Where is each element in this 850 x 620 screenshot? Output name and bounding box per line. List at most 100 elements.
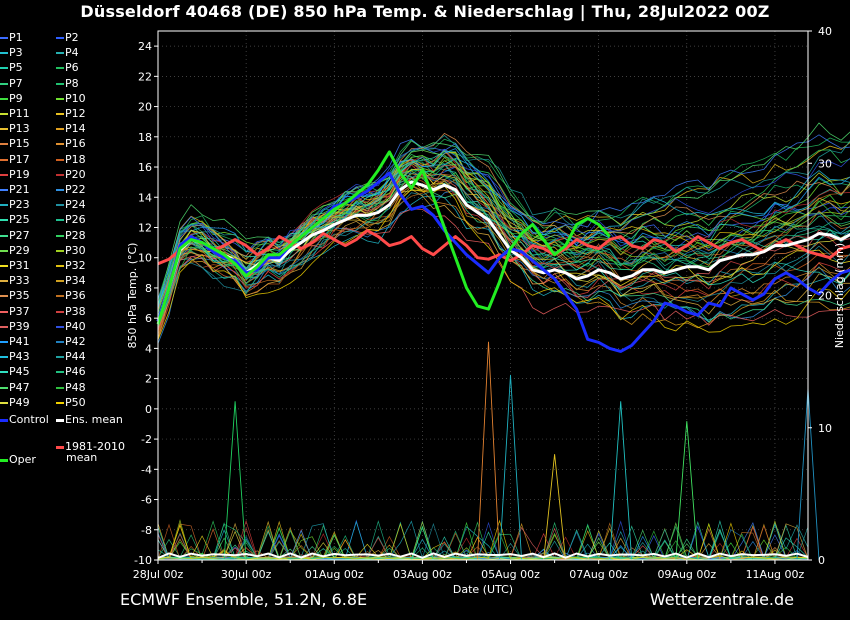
y2-axis-label: Niederschlag (mm) <box>833 243 846 348</box>
series-line-oper <box>156 150 611 325</box>
y2-tick-label: 0 <box>818 554 825 567</box>
legend-swatch <box>56 158 64 161</box>
legend-swatch <box>56 265 64 267</box>
source-credit: Wetterzentrale.de <box>649 590 794 609</box>
legend-swatch <box>56 173 64 176</box>
x-axis-label: Date (UTC) <box>453 583 513 596</box>
member-line-P45 <box>157 173 850 320</box>
legend-swatch <box>0 295 8 298</box>
legend-label: P25 <box>9 213 30 227</box>
legend-item-P27: P27 <box>0 229 30 243</box>
member-line-P44 <box>157 134 850 301</box>
legend-item-P37: P37 <box>0 305 30 319</box>
legend-label: P20 <box>65 167 86 181</box>
legend-swatch <box>56 128 64 131</box>
y-tick-label: 20 <box>138 101 152 114</box>
legend-item-P41: P41 <box>0 335 30 349</box>
legend-swatch <box>56 52 64 55</box>
x-tick-label: 09Aug 00z <box>657 568 716 581</box>
legend-item-P38: P38 <box>56 305 86 319</box>
legend-swatch <box>56 371 64 374</box>
series-line-control <box>156 171 850 353</box>
legend-swatch <box>56 310 64 313</box>
legend-item-P21: P21 <box>0 183 30 197</box>
legend-label: P41 <box>9 335 30 348</box>
legend-label: P2 <box>65 31 79 44</box>
legend-item-P17: P17 <box>0 153 30 167</box>
precipitation-lines <box>157 341 820 561</box>
legend-label: Oper <box>9 453 36 466</box>
legend-swatch <box>0 418 8 422</box>
legend-label: P5 <box>9 61 23 75</box>
legend-item-P11: P11 <box>0 107 30 121</box>
legend-label: P35 <box>9 289 30 303</box>
legend-item-control: Control <box>0 413 49 427</box>
member-line-P33 <box>157 188 850 339</box>
legend-item-P31: P31 <box>0 259 30 273</box>
y-tick-label: 0 <box>145 403 152 416</box>
chart-title: Düsseldorf 40468 (DE) 850 hPa Temp. & Ni… <box>80 2 770 21</box>
legend-swatch <box>0 82 8 85</box>
legend-label: P3 <box>9 46 23 60</box>
legend-item-P34: P34 <box>56 274 86 288</box>
legend-swatch <box>0 37 8 39</box>
legend-item-P4: P4 <box>56 46 79 60</box>
legend-label: P45 <box>9 365 30 379</box>
legend-swatch <box>0 401 8 404</box>
y-tick-label: -4 <box>141 463 152 476</box>
legend-item-P19: P19 <box>0 168 30 182</box>
y2-tick-label: 10 <box>818 422 832 435</box>
legend-item-P15: P15 <box>0 137 30 151</box>
y-tick-label: 6 <box>145 312 152 325</box>
legend-label: P31 <box>9 259 30 272</box>
legend-item-P39: P39 <box>0 320 30 334</box>
member-line-P22 <box>157 189 850 344</box>
legend-swatch <box>56 67 64 70</box>
legend-label: P32 <box>65 259 86 272</box>
legend-item-P22: P22 <box>56 183 86 197</box>
legend-item-P46: P46 <box>56 365 86 379</box>
legend-item-P3: P3 <box>0 46 23 60</box>
legend-label: P37 <box>9 304 30 318</box>
legend-swatch <box>56 418 64 422</box>
legend-item-P26: P26 <box>56 213 86 227</box>
legend-label: P11 <box>9 107 30 120</box>
legend-swatch <box>0 356 8 359</box>
legend-swatch <box>56 341 64 343</box>
legend-swatch <box>56 295 64 298</box>
legend-item-P2: P2 <box>56 31 79 45</box>
y-tick-label: 14 <box>138 191 152 204</box>
legend-item-P25: P25 <box>0 213 30 227</box>
legend-item-P30: P30 <box>56 244 86 258</box>
legend-swatch <box>56 219 64 222</box>
precip-spike <box>499 374 523 561</box>
legend-label: P40 <box>65 319 86 333</box>
legend-item-P47: P47 <box>0 381 30 395</box>
legend-item-P6: P6 <box>56 61 79 75</box>
legend-label: P33 <box>9 274 30 288</box>
legend-item-P48: P48 <box>56 381 86 395</box>
legend-label: P36 <box>65 289 86 303</box>
legend-label-climatology-line2: mean <box>66 451 98 464</box>
ensemble-members <box>157 122 850 344</box>
y-tick-label: 16 <box>138 161 152 174</box>
axis-labels: -10-8-6-4-202468101214161820222401020304… <box>126 25 846 596</box>
legend-swatch <box>56 113 64 115</box>
legend-item-oper: Oper <box>0 453 36 467</box>
legend-item-P32: P32 <box>56 259 86 273</box>
legend-item-P8: P8 <box>56 77 79 91</box>
member-line-P35 <box>157 132 850 310</box>
legend-label: P15 <box>9 137 30 151</box>
legend-label: P14 <box>65 122 86 136</box>
precip-ens-mean <box>157 552 809 559</box>
legend-label: Control <box>9 413 49 426</box>
legend-label: P38 <box>65 304 86 318</box>
legend-label: P18 <box>65 152 86 166</box>
legend-swatch <box>0 325 8 328</box>
legend-item-P42: P42 <box>56 335 86 349</box>
y-tick-label: -10 <box>134 554 152 567</box>
legend-swatch <box>0 67 8 70</box>
precip-spike <box>477 341 500 561</box>
legend-label: P39 <box>9 319 30 333</box>
